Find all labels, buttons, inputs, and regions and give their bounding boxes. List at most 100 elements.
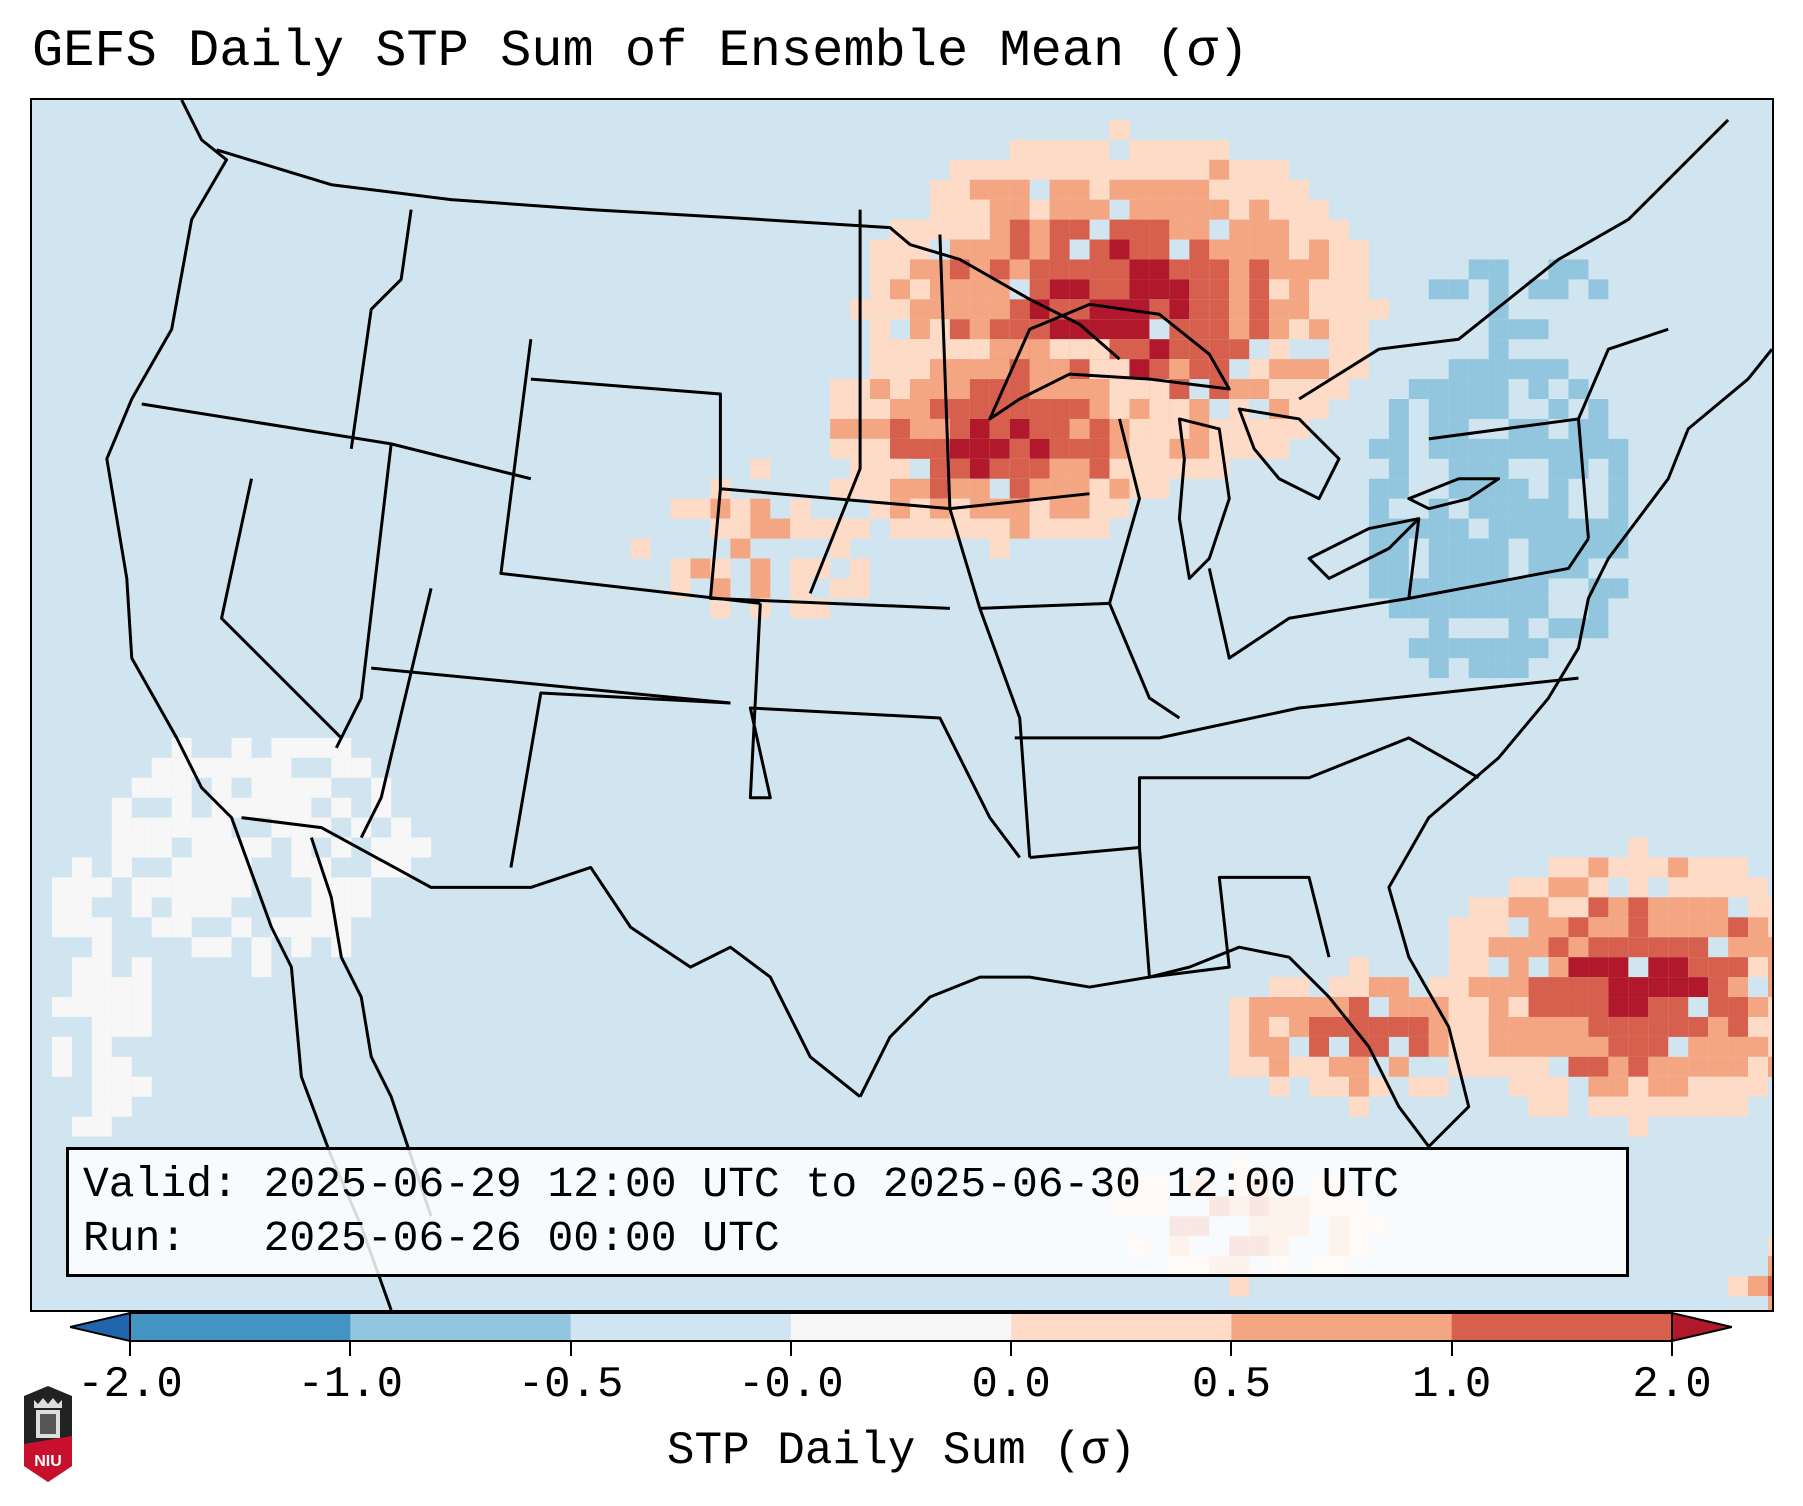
stp-cell — [1508, 937, 1529, 958]
stp-cell — [909, 498, 930, 519]
stp-cell — [1029, 438, 1050, 459]
stp-cell — [1608, 857, 1629, 878]
stp-cell — [1468, 658, 1489, 679]
stp-cell — [1029, 418, 1050, 439]
stp-cell — [1608, 957, 1629, 978]
stp-cell — [1289, 179, 1310, 200]
stp-cell — [1149, 399, 1170, 419]
stp-cell — [1189, 299, 1210, 320]
stp-cell — [1149, 139, 1170, 160]
stp-cell — [670, 558, 691, 579]
stp-cell — [949, 319, 970, 340]
stp-cell — [1468, 897, 1489, 918]
stp-cell — [1588, 1076, 1609, 1097]
stp-cell — [929, 319, 950, 340]
stp-cell — [1069, 159, 1090, 180]
stp-cell — [1368, 578, 1389, 599]
stp-cell — [1668, 977, 1689, 998]
colorbar-extend-low — [70, 1312, 131, 1342]
stp-cell — [1608, 897, 1629, 918]
stp-cell — [1348, 279, 1369, 300]
stp-cell — [850, 558, 871, 579]
stp-cell — [1488, 399, 1509, 419]
stp-cell — [1648, 1076, 1669, 1097]
stp-cell — [271, 737, 292, 758]
stp-cell — [909, 259, 930, 280]
stp-cell — [1129, 279, 1150, 300]
stp-cell — [1049, 418, 1070, 439]
stp-cell — [1109, 179, 1130, 200]
stp-cell — [1468, 598, 1489, 619]
stp-cell — [1069, 179, 1090, 200]
stp-cell — [949, 418, 970, 439]
stp-cell — [1229, 279, 1250, 300]
stp-cell — [1329, 239, 1349, 260]
stp-cell — [1468, 957, 1489, 978]
stp-cell — [1069, 259, 1090, 280]
stp-cell — [1508, 658, 1529, 679]
stp-cell — [1528, 379, 1549, 400]
stp-cell — [830, 438, 851, 459]
stp-cell — [1668, 1076, 1689, 1097]
stp-cell — [1708, 997, 1729, 1017]
stp-cell — [1548, 1096, 1569, 1117]
stp-cell — [191, 857, 212, 878]
stp-cell — [1109, 379, 1130, 400]
stp-cell — [1508, 977, 1529, 998]
stp-cell — [1608, 1016, 1629, 1037]
stp-cell — [111, 837, 132, 858]
stp-cell — [291, 777, 312, 798]
stp-cell — [1508, 1016, 1529, 1037]
stp-cell — [969, 458, 990, 479]
stp-cell — [1189, 159, 1210, 180]
stp-cell — [291, 917, 312, 938]
stp-cell — [1628, 1076, 1649, 1097]
stp-cell — [890, 498, 910, 519]
stp-cell — [171, 777, 192, 798]
stp-cell — [1009, 458, 1030, 479]
stp-cell — [989, 359, 1010, 380]
stp-cell — [1109, 498, 1130, 519]
stp-cell — [1348, 1096, 1369, 1117]
stp-cell — [1069, 379, 1090, 400]
stp-cell — [870, 279, 891, 300]
colorbar-tick-label: 1.0 — [1412, 1360, 1492, 1410]
stp-cell — [1348, 339, 1369, 360]
stp-cell — [1069, 438, 1090, 459]
stp-cell — [51, 1036, 72, 1057]
stp-cell — [51, 877, 72, 898]
stp-cell — [111, 1096, 132, 1117]
stp-cell — [1149, 299, 1170, 320]
stp-cell — [1169, 139, 1190, 160]
stp-cell — [1728, 1096, 1749, 1117]
stp-cell — [1528, 578, 1549, 599]
stp-cell — [1688, 1096, 1709, 1117]
stp-cell — [1069, 458, 1090, 479]
lake-huron — [1237, 407, 1341, 501]
stp-cell — [1348, 1016, 1369, 1037]
stp-cell — [1049, 259, 1070, 280]
stp-cell — [1448, 997, 1469, 1017]
stp-cell — [1408, 997, 1429, 1017]
stp-cell — [1768, 1236, 1772, 1257]
stp-cell — [211, 757, 232, 778]
stp-cell — [949, 339, 970, 360]
stp-cell — [1009, 159, 1030, 180]
stp-cell — [1668, 877, 1689, 898]
stp-cell — [1169, 399, 1190, 419]
stp-cell — [1628, 1036, 1649, 1057]
stp-cell — [331, 897, 352, 918]
stp-cell — [1229, 1276, 1250, 1297]
stp-cell — [1388, 399, 1409, 419]
stp-cell — [969, 319, 990, 340]
stp-cell — [1269, 1056, 1290, 1077]
stp-cell — [989, 518, 1010, 539]
stp-cell — [1089, 418, 1110, 439]
stp-cell — [1428, 1016, 1449, 1037]
stp-cell — [949, 179, 970, 200]
stp-cell — [1608, 578, 1629, 599]
stp-cell — [1468, 379, 1489, 400]
stp-cell — [969, 279, 990, 300]
stp-cell — [989, 299, 1010, 320]
stp-cell — [1229, 239, 1250, 260]
